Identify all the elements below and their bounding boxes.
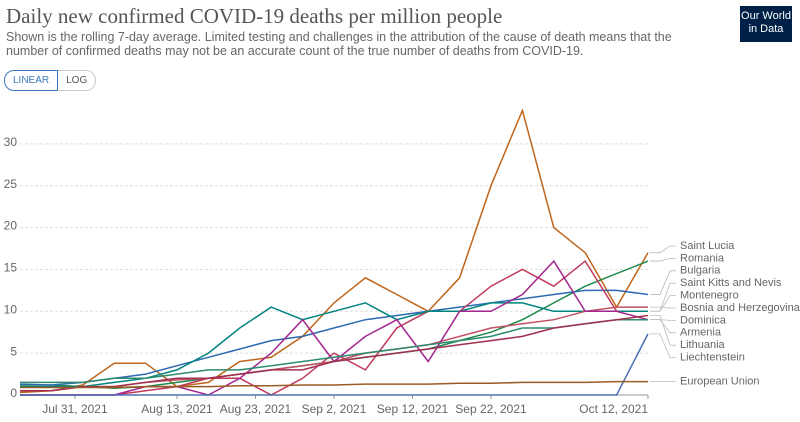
legend-label: Montenegro [680, 290, 739, 302]
legend-label: Bulgaria [680, 265, 721, 277]
y-tick-label: 25 [4, 177, 18, 191]
series-line [20, 302, 648, 388]
y-tick-label: 0 [10, 386, 17, 400]
logo-line: Our World [741, 10, 791, 22]
series-line [20, 333, 649, 396]
series-line [20, 260, 649, 390]
chart-title: Daily new confirmed COVID-19 deaths per … [6, 4, 503, 28]
legend-label: Dominica [680, 314, 727, 326]
legend-connector [650, 333, 676, 358]
x-tick-label: Jul 31, 2021 [42, 402, 108, 416]
logo-line: in Data [748, 23, 784, 35]
x-tick-label: Aug 13, 2021 [141, 402, 213, 416]
y-tick-label: 30 [4, 135, 18, 149]
legend-label: Romania [680, 252, 725, 264]
legend-connector [650, 270, 676, 295]
legend-label: Saint Kitts and Nevis [680, 277, 782, 289]
x-tick-label: Sep 2, 2021 [302, 402, 367, 416]
y-tick-label: 10 [4, 302, 18, 316]
legend-connector [650, 315, 676, 346]
y-tick-label: 5 [10, 344, 17, 358]
logo[interactable]: Our World in Data [740, 6, 792, 42]
legend-connector [650, 245, 676, 254]
legend-connector [650, 306, 676, 309]
legend-label: Lithuania [680, 339, 726, 351]
log-button[interactable]: LOG [58, 70, 97, 91]
series-line [20, 259, 648, 396]
legend-label: Saint Lucia [680, 240, 735, 252]
series-line [20, 380, 648, 389]
series-line [20, 314, 649, 392]
series-line [19, 108, 649, 394]
legend-connector [650, 295, 676, 312]
legend-label: Armenia [680, 327, 722, 339]
legend-connector [650, 319, 676, 334]
legend-label: Bosnia and Herzegovina [680, 302, 800, 314]
linear-button[interactable]: LINEAR [4, 70, 59, 91]
legend-label: Liechtenstein [680, 352, 745, 364]
y-tick-label: 20 [4, 219, 18, 233]
series-line [19, 289, 649, 386]
scale-toggle: LINEAR LOG [4, 70, 97, 91]
x-tick-label: Sep 12, 2021 [377, 402, 449, 416]
legend-connector [650, 258, 676, 262]
x-tick-label: Oct 12, 2021 [579, 402, 648, 416]
series-line [20, 318, 648, 384]
legend-label: European Union [680, 376, 760, 388]
x-tick-label: Sep 22, 2021 [455, 402, 527, 416]
chart-subtitle: Shown is the rolling 7-day average. Limi… [6, 30, 672, 58]
x-tick-label: Aug 23, 2021 [220, 402, 292, 416]
y-tick-label: 15 [4, 261, 18, 275]
